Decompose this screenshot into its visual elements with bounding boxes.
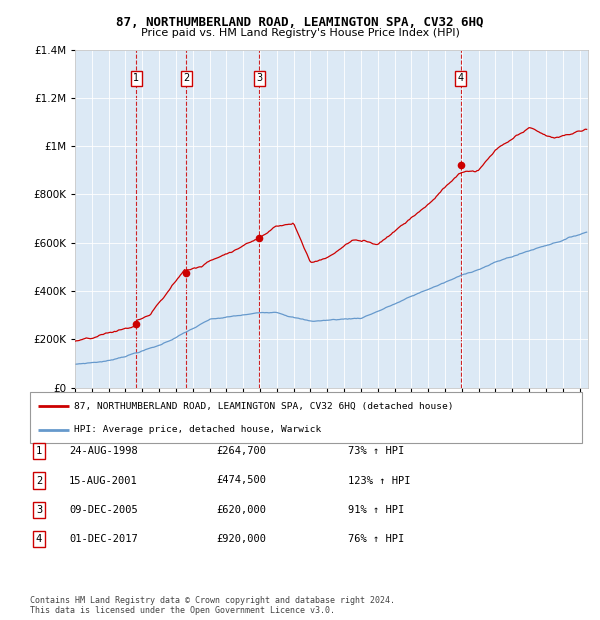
Text: £620,000: £620,000 bbox=[216, 505, 266, 515]
Text: 87, NORTHUMBERLAND ROAD, LEAMINGTON SPA, CV32 6HQ (detached house): 87, NORTHUMBERLAND ROAD, LEAMINGTON SPA,… bbox=[74, 402, 454, 410]
Text: 15-AUG-2001: 15-AUG-2001 bbox=[69, 476, 138, 485]
Text: 4: 4 bbox=[36, 534, 42, 544]
Text: 1: 1 bbox=[133, 73, 139, 83]
Text: HPI: Average price, detached house, Warwick: HPI: Average price, detached house, Warw… bbox=[74, 425, 322, 434]
Text: 123% ↑ HPI: 123% ↑ HPI bbox=[348, 476, 410, 485]
Text: Contains HM Land Registry data © Crown copyright and database right 2024.
This d: Contains HM Land Registry data © Crown c… bbox=[30, 596, 395, 615]
FancyBboxPatch shape bbox=[30, 392, 582, 443]
Text: 4: 4 bbox=[457, 73, 464, 83]
Text: 87, NORTHUMBERLAND ROAD, LEAMINGTON SPA, CV32 6HQ: 87, NORTHUMBERLAND ROAD, LEAMINGTON SPA,… bbox=[116, 16, 484, 29]
Text: 3: 3 bbox=[36, 505, 42, 515]
Text: £920,000: £920,000 bbox=[216, 534, 266, 544]
Text: £264,700: £264,700 bbox=[216, 446, 266, 456]
Text: 76% ↑ HPI: 76% ↑ HPI bbox=[348, 534, 404, 544]
Text: 73% ↑ HPI: 73% ↑ HPI bbox=[348, 446, 404, 456]
Text: £474,500: £474,500 bbox=[216, 476, 266, 485]
Text: 09-DEC-2005: 09-DEC-2005 bbox=[69, 505, 138, 515]
Text: 24-AUG-1998: 24-AUG-1998 bbox=[69, 446, 138, 456]
Text: 3: 3 bbox=[256, 73, 262, 83]
Text: 2: 2 bbox=[36, 476, 42, 485]
Text: 91% ↑ HPI: 91% ↑ HPI bbox=[348, 505, 404, 515]
Text: 01-DEC-2017: 01-DEC-2017 bbox=[69, 534, 138, 544]
Text: Price paid vs. HM Land Registry's House Price Index (HPI): Price paid vs. HM Land Registry's House … bbox=[140, 28, 460, 38]
Text: 2: 2 bbox=[183, 73, 190, 83]
Text: 1: 1 bbox=[36, 446, 42, 456]
